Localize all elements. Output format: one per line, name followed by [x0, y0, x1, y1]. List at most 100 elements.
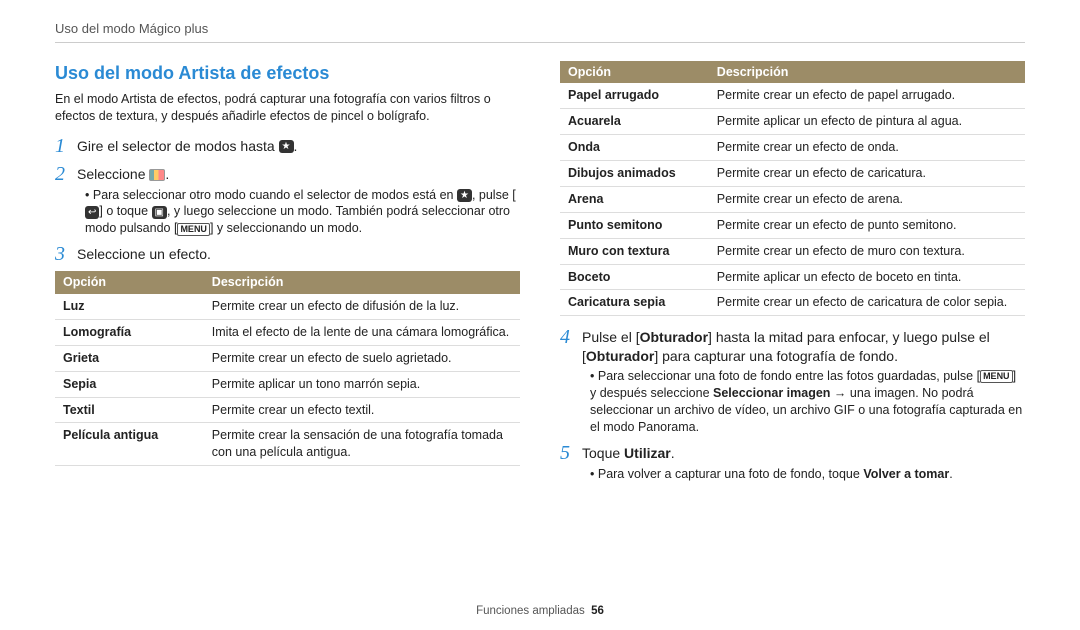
step-2-prefix: Seleccione	[77, 166, 149, 182]
table-row: AcuarelaPermite aplicar un efecto de pin…	[560, 109, 1025, 135]
table-row: LuzPermite crear un efecto de difusión d…	[55, 294, 520, 319]
step-number: 3	[55, 243, 77, 265]
option-name: Luz	[55, 294, 204, 319]
step-number: 1	[55, 135, 77, 157]
left-column: Uso del modo Artista de efectos En el mo…	[55, 61, 520, 487]
option-desc: Permite crear un efecto de caricatura de…	[709, 290, 1025, 316]
option-name: Grieta	[55, 345, 204, 371]
option-desc: Permite crear la sensación de una fotogr…	[204, 423, 520, 466]
option-name: Acuarela	[560, 109, 709, 135]
table-row: Papel arrugadoPermite crear un efecto de…	[560, 83, 1025, 108]
page-footer: Funciones ampliadas 56	[0, 604, 1080, 620]
step-2-suffix: .	[165, 166, 169, 182]
table-row: Muro con texturaPermite crear un efecto …	[560, 238, 1025, 264]
back-icon: ↩	[85, 206, 99, 219]
step-4-notes: Para seleccionar una foto de fondo entre…	[590, 368, 1025, 436]
step-3-text: Seleccione un efecto.	[77, 243, 211, 264]
step-5-text: Toque Utilizar.	[582, 442, 675, 463]
step-number: 5	[560, 442, 582, 464]
option-name: Lomografía	[55, 319, 204, 345]
intro-text: En el modo Artista de efectos, podrá cap…	[55, 91, 520, 125]
option-name: Muro con textura	[560, 238, 709, 264]
option-name: Sepia	[55, 371, 204, 397]
table-row: OndaPermite crear un efecto de onda.	[560, 135, 1025, 161]
table-row: LomografíaImita el efecto de la lente de…	[55, 319, 520, 345]
step-1-suffix: .	[294, 138, 298, 154]
step-4-bullet: Para seleccionar una foto de fondo entre…	[590, 368, 1025, 436]
option-name: Dibujos animados	[560, 161, 709, 187]
table-header-desc: Descripción	[204, 271, 520, 294]
step-number: 2	[55, 163, 77, 185]
table-row: Película antiguaPermite crear la sensaci…	[55, 423, 520, 466]
right-column: Opción Descripción Papel arrugadoPermite…	[560, 61, 1025, 487]
step-1-text: Gire el selector de modos hasta ★.	[77, 135, 297, 156]
option-desc: Permite aplicar un efecto de pintura al …	[709, 109, 1025, 135]
step-1: 1 Gire el selector de modos hasta ★.	[55, 135, 520, 157]
bold: Obturador	[586, 348, 654, 364]
table-row: Caricatura sepiaPermite crear un efecto …	[560, 290, 1025, 316]
option-desc: Permite crear un efecto de suelo agrieta…	[204, 345, 520, 371]
option-name: Punto semitono	[560, 212, 709, 238]
footer-section: Funciones ampliadas	[476, 605, 585, 617]
option-name: Onda	[560, 135, 709, 161]
step-1-prefix: Gire el selector de modos hasta	[77, 138, 279, 154]
mode-icon: ▣	[152, 206, 167, 219]
t: .	[671, 445, 675, 461]
menu-icon: MENU	[177, 223, 210, 236]
t: ] para capturar una fotografía de fondo.	[654, 348, 898, 364]
option-name: Boceto	[560, 264, 709, 290]
option-desc: Imita el efecto de la lente de una cámar…	[204, 319, 520, 345]
option-name: Papel arrugado	[560, 83, 709, 108]
step-5: 5 Toque Utilizar.	[560, 442, 1025, 464]
bold: Obturador	[640, 329, 708, 345]
breadcrumb: Uso del modo Mágico plus	[55, 20, 1025, 38]
table-row: BocetoPermite aplicar un efecto de bocet…	[560, 264, 1025, 290]
table-row: Punto semitonoPermite crear un efecto de…	[560, 212, 1025, 238]
table-row: TextilPermite crear un efecto textil.	[55, 397, 520, 423]
step-2: 2 Seleccione .	[55, 163, 520, 185]
option-desc: Permite crear un efecto de papel arrugad…	[709, 83, 1025, 108]
option-name: Arena	[560, 186, 709, 212]
mode-dial-icon: ★	[457, 189, 472, 202]
table-row: ArenaPermite crear un efecto de arena.	[560, 186, 1025, 212]
option-desc: Permite crear un efecto textil.	[204, 397, 520, 423]
t: Pulse el [	[582, 329, 640, 345]
page-number: 56	[591, 605, 604, 617]
menu-icon: MENU	[980, 370, 1013, 383]
option-desc: Permite aplicar un efecto de boceto en t…	[709, 264, 1025, 290]
bold: Utilizar	[624, 445, 671, 461]
table-header-option: Opción	[560, 61, 709, 84]
t: Toque	[582, 445, 624, 461]
option-desc: Permite crear un efecto de difusión de l…	[204, 294, 520, 319]
section-title: Uso del modo Artista de efectos	[55, 61, 520, 85]
step-5-bullet: Para volver a capturar una foto de fondo…	[590, 466, 1025, 483]
option-desc: Permite crear un efecto de arena.	[709, 186, 1025, 212]
step-2-bullet: Para seleccionar otro modo cuando el sel…	[85, 187, 520, 238]
step-5-notes: Para volver a capturar una foto de fondo…	[590, 466, 1025, 483]
content-columns: Uso del modo Artista de efectos En el mo…	[55, 61, 1025, 487]
mode-dial-icon: ★	[279, 140, 294, 153]
step-2-notes: Para seleccionar otro modo cuando el sel…	[85, 187, 520, 238]
option-name: Película antigua	[55, 423, 204, 466]
option-desc: Permite crear un efecto de caricatura.	[709, 161, 1025, 187]
effects-table-1: Opción Descripción LuzPermite crear un e…	[55, 271, 520, 466]
step-3: 3 Seleccione un efecto.	[55, 243, 520, 265]
step-4-text: Pulse el [Obturador] hasta la mitad para…	[582, 326, 1025, 366]
step-number: 4	[560, 326, 582, 348]
effects-table-2: Opción Descripción Papel arrugadoPermite…	[560, 61, 1025, 317]
step-4: 4 Pulse el [Obturador] hasta la mitad pa…	[560, 326, 1025, 366]
table-header-desc: Descripción	[709, 61, 1025, 84]
option-desc: Permite crear un efecto de onda.	[709, 135, 1025, 161]
divider	[55, 42, 1025, 43]
option-desc: Permite aplicar un tono marrón sepia.	[204, 371, 520, 397]
option-desc: Permite crear un efecto de muro con text…	[709, 238, 1025, 264]
option-desc: Permite crear un efecto de punto semiton…	[709, 212, 1025, 238]
table-row: SepiaPermite aplicar un tono marrón sepi…	[55, 371, 520, 397]
palette-icon	[149, 169, 165, 181]
table-row: GrietaPermite crear un efecto de suelo a…	[55, 345, 520, 371]
option-name: Textil	[55, 397, 204, 423]
option-name: Caricatura sepia	[560, 290, 709, 316]
table-header-option: Opción	[55, 271, 204, 294]
table-row: Dibujos animadosPermite crear un efecto …	[560, 161, 1025, 187]
step-2-text: Seleccione .	[77, 163, 169, 184]
